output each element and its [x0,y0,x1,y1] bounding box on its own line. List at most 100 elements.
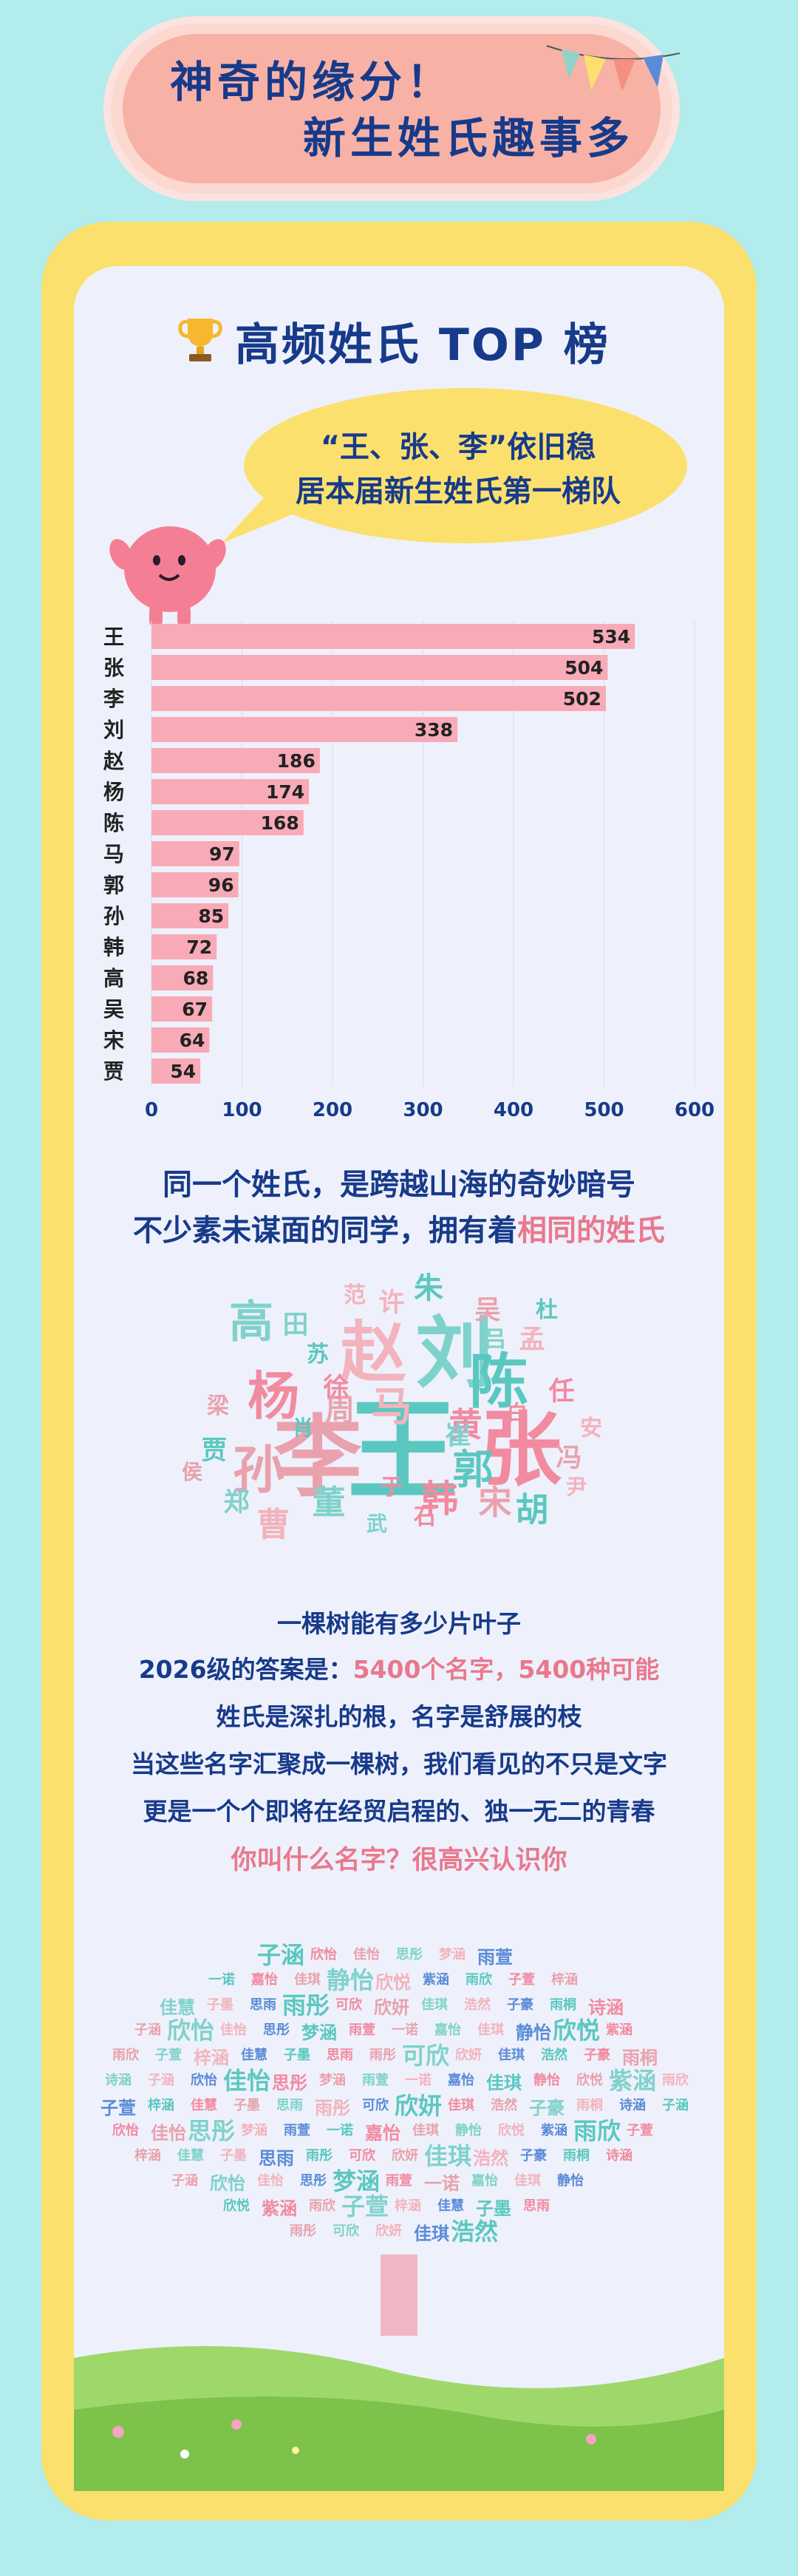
value-label: 502 [563,688,601,710]
cloud-name: 欣怡 [191,2072,217,2088]
names-text-line5: 更是一个个即将在经贸启程的、独一无二的青春 [143,1797,655,1826]
cloud-name: 佳琪 [448,2097,474,2113]
name-tree-word-cloud: 子涵 欣怡 佳怡 思彤 梦涵 雨萱 一诺 嘉怡 佳琪 静怡 欣悦 紫涵 雨欣 子萱 梓涵 佳慧 子墨 思雨 雨彤 可欣… [81,1937,717,2336]
bar [151,934,217,959]
category-label: 李 [103,687,124,711]
bar [151,748,320,773]
bar [151,996,213,1022]
category-label: 高 [103,966,124,990]
cloud-name: 浩然 [491,2097,517,2113]
cloud-name: 雨彤 [369,2047,396,2063]
cloud-name: 思雨 [276,2098,303,2113]
cloud-name: 雨欣 [309,2198,335,2214]
cloud-name: 雨萱 [284,2123,310,2138]
cloud-name: 子涵 [134,2022,161,2038]
value-label: 168 [261,812,299,834]
cloud-word: 杜 [536,1297,558,1323]
cloud-name: 佳琪 [477,2022,504,2038]
cloud-name: 思雨 [250,1997,276,2013]
cloud-name: 佳怡 [257,2172,284,2189]
bar [151,624,635,649]
value-label: 72 [186,937,212,958]
cloud-word: 郑 [223,1488,249,1518]
cloud-word: 石 [413,1504,436,1530]
surname-word-cloud: 王张 李刘赵陈 杨孙 高马郭韩宋 董曹 胡 黄 周 田 许朱徐 吴崔 孟贾 任冯郑 范杜于 梁 吕安 苏石 侯武 尹… [148,1249,650,1560]
cloud-name: 嘉怡 [447,2072,474,2088]
cloud-word: 肖 [293,1416,313,1440]
names-text-line1: 一棵树能有多少片叶子 [277,1609,521,1638]
value-label: 97 [209,843,235,865]
cloud-name: 佳慧 [191,2097,217,2113]
cloud-name: 思彤 [300,2173,327,2189]
page-title-line2: 新生姓氏趣事多 [303,113,635,163]
bar [151,810,304,835]
cloud-name: 欣悦 [576,2072,603,2088]
cloud-word: 李 [273,1407,362,1509]
cloud-name: 梓涵 [148,2097,174,2113]
cloud-name: 佳慧 [160,1997,195,2018]
cloud-name: 佳琪 [421,1996,448,2013]
names-text-line4: 当这些名字汇聚成一棵树，我们看见的不只是文字 [131,1750,667,1778]
surname-bar-chart: 0 100 200 300 400 500 600 王 534 张 504 李 502 刘 338 赵 186 杨… [103,621,724,1131]
bar [151,1058,201,1084]
cloud-name: 佳怡 [151,2123,186,2144]
cloud-name: 浩然 [541,2047,567,2063]
cloud-word: 孙 [233,1440,284,1501]
cloud-word: 宋 [478,1483,511,1522]
cloud-name: 佳慧 [177,2147,204,2164]
value-label: 85 [198,905,224,927]
bar [151,655,608,680]
cloud-word: 马 [371,1383,412,1430]
cloud-word: 赵 [340,1314,406,1392]
x-tick-label: 600 [675,1099,715,1121]
category-label: 贾 [103,1059,124,1084]
cloud-word: 郭 [452,1446,493,1493]
x-tick-label: 100 [222,1099,262,1121]
cloud-name: 雨欣 [466,1971,492,1988]
category-label: 吴 [103,997,124,1022]
cloud-word: 侯 [182,1460,202,1484]
cloud-name: 佳琪 [498,2047,525,2063]
cloud-name: 梦涵 [439,1946,466,1962]
bar [151,779,310,804]
category-label: 马 [103,842,124,866]
cloud-name: 佳琪 [414,2223,449,2244]
cloud-name: 佳琪 [514,2172,541,2189]
grass-hill-illustration [74,2346,724,2491]
cloud-word: 张 [480,1402,562,1497]
bunting-flags-icon [546,45,681,92]
cloud-name: 嘉怡 [434,2022,461,2038]
cloud-name: 思雨 [327,2047,353,2063]
cloud-name: 思彤 [396,1947,423,1962]
cloud-name: 雨彤 [315,2098,350,2118]
cloud-name: 佳怡 [220,2022,247,2038]
x-tick-label: 400 [494,1099,533,1121]
cloud-name: 欣怡 [210,2173,245,2194]
cloud-name: 可欣 [362,2097,389,2113]
value-label: 68 [183,968,209,989]
cloud-word: 曹 [256,1505,290,1544]
surname-text-line1: 同一个姓氏，是跨越山海的奇妙暗号 [163,1168,635,1202]
cloud-word: 孟 [519,1325,545,1355]
cloud-name: 紫涵 [609,2067,656,2095]
surname-highlight: 相同的姓氏 [517,1214,665,1248]
cloud-name: 欣悦 [223,2198,250,2214]
x-tick-label: 500 [584,1099,624,1121]
cloud-name: 嘉怡 [365,2123,400,2144]
cloud-name: 子墨 [233,2098,260,2113]
category-label: 宋 [103,1028,124,1053]
cloud-name: 子涵 [662,2097,689,2113]
x-tick-label: 200 [313,1099,352,1121]
cloud-name: 欣妍 [392,2147,418,2164]
cloud-name: 一诺 [327,2122,353,2138]
cloud-name: 佳慧 [437,2198,464,2214]
cloud-name: 梓涵 [134,2147,161,2164]
speech-bubble [222,388,687,543]
cloud-name: 可欣 [349,2147,375,2164]
cloud-name: 梦涵 [241,2122,267,2138]
cloud-name: 欣怡 [112,2122,139,2138]
cloud-name: 可欣 [335,1996,362,2013]
cloud-name: 紫涵 [606,2022,632,2038]
cloud-name: 子萱 [341,2192,389,2220]
names-text-line3: 姓氏是深扎的根，名字是舒展的枝 [216,1702,582,1731]
